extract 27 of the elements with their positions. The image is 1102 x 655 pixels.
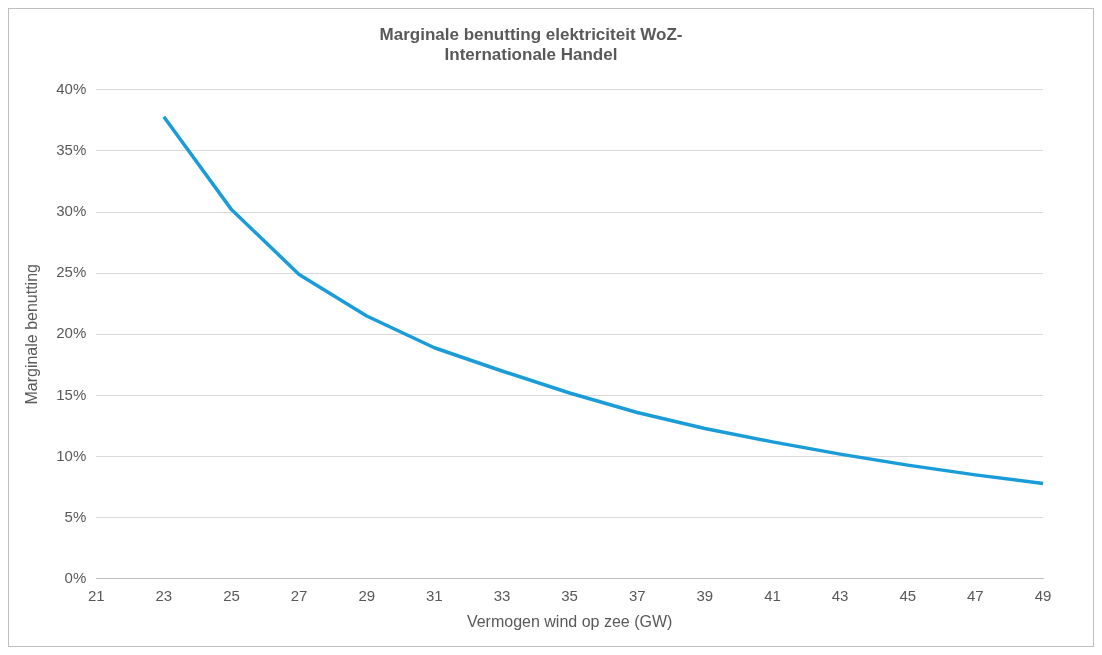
y-tick-label: 25% [56,263,87,281]
x-tick-label: 23 [155,586,173,604]
y-tick-label: 0% [64,568,87,586]
y-tick-label: 40% [56,79,87,97]
chart-title: Marginale benutting elektriciteit WoZ- Internationale Handel [379,24,683,65]
x-tick-label: 39 [696,586,714,604]
x-tick-label: 47 [967,586,984,604]
x-tick-label: 21 [87,586,105,604]
x-tick-label: 25 [223,586,240,604]
x-tick-label: 49 [1034,586,1052,604]
x-tick-label: 27 [290,586,308,604]
x-tick-label: 41 [764,586,781,604]
y-axis-title: Marginale benutting [23,264,41,405]
y-tick-label: 30% [56,202,87,220]
y-tick-label: 5% [64,507,87,525]
x-tick-label: 29 [358,586,376,604]
y-tick-label: 35% [56,141,87,159]
x-tick-label: 33 [493,586,511,604]
x-axis-title: Vermogen wind op zee (GW) [466,612,673,630]
x-tick-label: 31 [426,586,443,604]
y-tick-label: 15% [56,385,87,403]
x-tick-label: 37 [628,586,646,604]
x-tick-label: 35 [561,586,578,604]
y-tick-label: 10% [56,446,87,464]
x-tick-label: 43 [831,586,849,604]
y-tick-label: 20% [56,324,87,342]
x-tick-label: 45 [899,586,917,604]
